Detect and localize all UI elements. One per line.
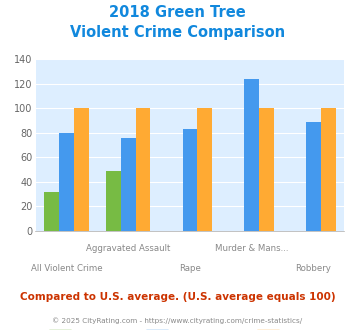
Text: All Violent Crime: All Violent Crime (31, 264, 102, 273)
Bar (121, 138, 136, 231)
Text: Compared to U.S. average. (U.S. average equals 100): Compared to U.S. average. (U.S. average … (20, 292, 335, 302)
Bar (306, 122, 321, 231)
Bar (182, 129, 197, 231)
Text: Rape: Rape (179, 264, 201, 273)
Bar (321, 109, 336, 231)
Bar (44, 192, 59, 231)
Text: Violent Crime Comparison: Violent Crime Comparison (70, 25, 285, 40)
Bar (59, 133, 74, 231)
Text: Robbery: Robbery (295, 264, 332, 273)
Text: © 2025 CityRating.com - https://www.cityrating.com/crime-statistics/: © 2025 CityRating.com - https://www.city… (53, 317, 302, 324)
Text: 2018 Green Tree: 2018 Green Tree (109, 5, 246, 20)
Text: Murder & Mans...: Murder & Mans... (215, 244, 289, 253)
Bar (197, 109, 212, 231)
Legend: Green Tree, Pennsylvania, National: Green Tree, Pennsylvania, National (44, 326, 335, 330)
Bar (136, 109, 151, 231)
Bar (106, 171, 121, 231)
Text: Aggravated Assault: Aggravated Assault (86, 244, 170, 253)
Bar (244, 79, 259, 231)
Bar (259, 109, 274, 231)
Bar (74, 109, 89, 231)
